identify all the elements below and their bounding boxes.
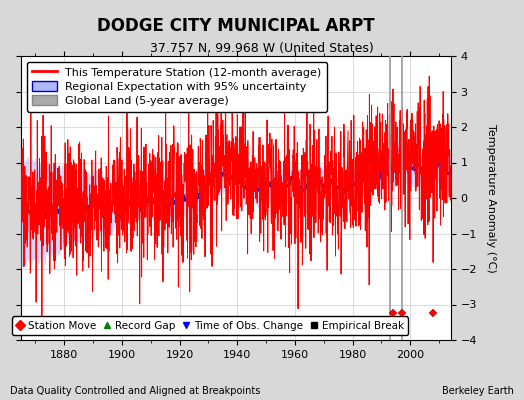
Text: Berkeley Earth: Berkeley Earth — [442, 386, 514, 396]
Title: DODGE CITY MUNICIPAL ARPT: DODGE CITY MUNICIPAL ARPT — [97, 17, 375, 35]
Legend: Station Move, Record Gap, Time of Obs. Change, Empirical Break: Station Move, Record Gap, Time of Obs. C… — [12, 316, 408, 335]
Y-axis label: Temperature Anomaly (°C): Temperature Anomaly (°C) — [486, 124, 496, 272]
Text: Data Quality Controlled and Aligned at Breakpoints: Data Quality Controlled and Aligned at B… — [10, 386, 261, 396]
Text: 37.757 N, 99.968 W (United States): 37.757 N, 99.968 W (United States) — [150, 42, 374, 55]
